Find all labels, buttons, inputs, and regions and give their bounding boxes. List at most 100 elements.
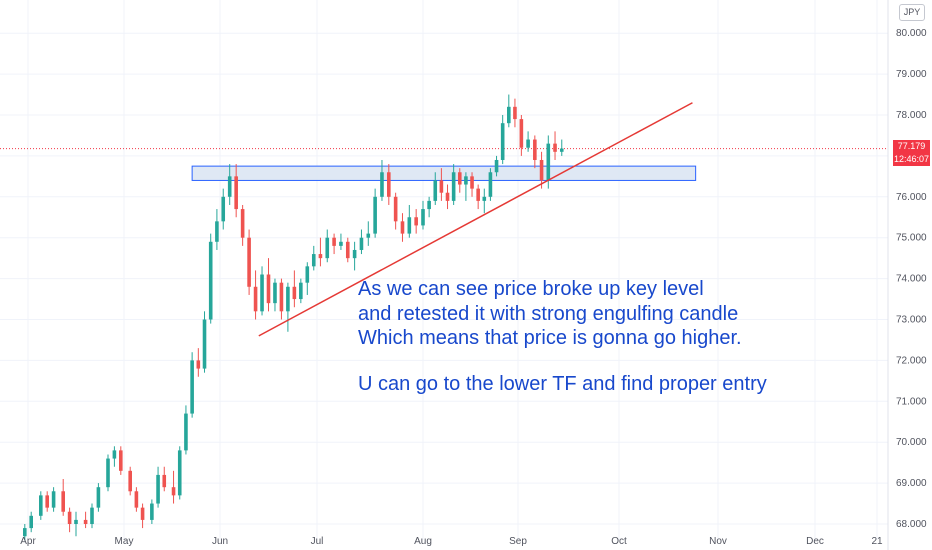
candle-down xyxy=(387,164,391,205)
candle-body xyxy=(414,217,418,226)
time-tick-label: Sep xyxy=(509,536,527,547)
time-tick-label: Oct xyxy=(611,536,627,547)
candle-up xyxy=(339,233,343,250)
candle-down xyxy=(196,348,201,377)
candle-body xyxy=(311,254,316,267)
candle-body xyxy=(366,233,371,238)
candle-body xyxy=(407,217,412,234)
candle-up xyxy=(482,188,487,214)
candle-up xyxy=(286,282,290,332)
candle-body xyxy=(156,474,160,504)
candle-body xyxy=(171,487,176,496)
candle-down xyxy=(519,115,524,156)
candle-body xyxy=(140,507,145,520)
trendline xyxy=(258,102,693,337)
currency-label[interactable]: JPY xyxy=(899,4,925,21)
candle-up xyxy=(311,245,316,271)
price-tick-label: 70.000 xyxy=(896,437,927,448)
candle-down xyxy=(134,487,139,512)
candle-body xyxy=(150,503,154,520)
candle-down xyxy=(253,270,258,320)
candle-down xyxy=(234,164,238,218)
candle-body xyxy=(29,515,33,529)
candle-down xyxy=(457,168,462,193)
candle-up xyxy=(150,499,154,524)
candle-up xyxy=(227,164,232,205)
candle-body xyxy=(539,159,544,181)
candle-body xyxy=(227,176,232,197)
candle-body xyxy=(373,196,377,234)
candle-body xyxy=(202,319,207,369)
annotation-line-2: and retested it with strong engulfing ca… xyxy=(358,303,739,325)
candle-up xyxy=(366,221,371,246)
candle-body xyxy=(39,495,43,516)
candle-body xyxy=(51,491,56,508)
candle-body xyxy=(318,254,323,259)
candle-body xyxy=(332,237,336,246)
candle-body xyxy=(134,491,139,508)
candle-body xyxy=(221,196,226,222)
price-tick-label: 75.000 xyxy=(896,233,927,244)
candle-down xyxy=(279,278,284,320)
candle-body xyxy=(553,143,557,152)
candle-body xyxy=(476,188,480,201)
price-tick-label: 72.000 xyxy=(896,355,927,366)
price-tick-label: 68.000 xyxy=(896,519,927,530)
price-axis[interactable]: 68.000 69.000 70.000 71.000 72.000 73.000 74.0… xyxy=(887,0,927,550)
candle-down xyxy=(83,511,88,529)
candle-up xyxy=(299,278,303,304)
candle-up xyxy=(156,466,160,508)
candle-up xyxy=(421,200,425,230)
candle-up xyxy=(427,196,431,218)
candle-up xyxy=(215,209,219,250)
candle-body xyxy=(559,148,564,152)
candle-body xyxy=(305,266,310,283)
candle-body xyxy=(325,237,330,259)
key-level-zone-rect[interactable] xyxy=(191,165,697,181)
candle-down xyxy=(240,204,245,246)
candle-body xyxy=(519,119,524,148)
candle-body xyxy=(546,143,551,181)
candle-up xyxy=(23,524,27,541)
price-tick-label: 76.000 xyxy=(896,192,927,203)
last-price-tag: 77.179 xyxy=(893,140,930,153)
candle-body xyxy=(190,360,194,414)
candle-body xyxy=(215,221,219,242)
candle-body xyxy=(240,209,245,238)
candle-body xyxy=(433,180,438,201)
candle-body xyxy=(494,159,499,173)
candle-body xyxy=(177,450,182,496)
candle-body xyxy=(427,200,431,210)
grid-lines xyxy=(0,0,888,540)
candle-body xyxy=(451,172,456,201)
ascending-trendline[interactable] xyxy=(258,102,693,337)
candle-down xyxy=(513,98,517,128)
candle-body xyxy=(421,209,425,226)
time-axis[interactable]: Apr May Jun Jul Aug Sep Oct Nov Dec 21 xyxy=(20,536,883,547)
candle-body xyxy=(67,511,72,524)
candle-up xyxy=(208,233,213,324)
candle-up xyxy=(433,172,438,205)
candle-body xyxy=(273,282,277,304)
candle-down xyxy=(414,209,418,234)
candle-body xyxy=(96,487,101,508)
annotation-line-1: As we can see price broke up key level xyxy=(358,278,704,300)
candle-body xyxy=(23,528,27,537)
candle-body xyxy=(387,172,391,197)
candle-down xyxy=(61,479,65,516)
candle-up xyxy=(90,503,94,529)
candle-down xyxy=(439,168,444,201)
candle-down xyxy=(318,237,323,267)
candle-down xyxy=(292,270,297,308)
candle-body xyxy=(457,172,462,185)
candle-body xyxy=(234,176,238,210)
candle-down xyxy=(247,229,251,295)
annotation-line-4: U can go to the lower TF and find proper… xyxy=(358,373,767,395)
price-tick-label: 73.000 xyxy=(896,315,927,326)
price-tick-label: 79.000 xyxy=(896,69,927,80)
candle-down xyxy=(470,172,474,197)
candle-body xyxy=(352,249,357,259)
price-tick-label: 78.000 xyxy=(896,110,927,121)
time-tick-label: May xyxy=(115,536,134,547)
